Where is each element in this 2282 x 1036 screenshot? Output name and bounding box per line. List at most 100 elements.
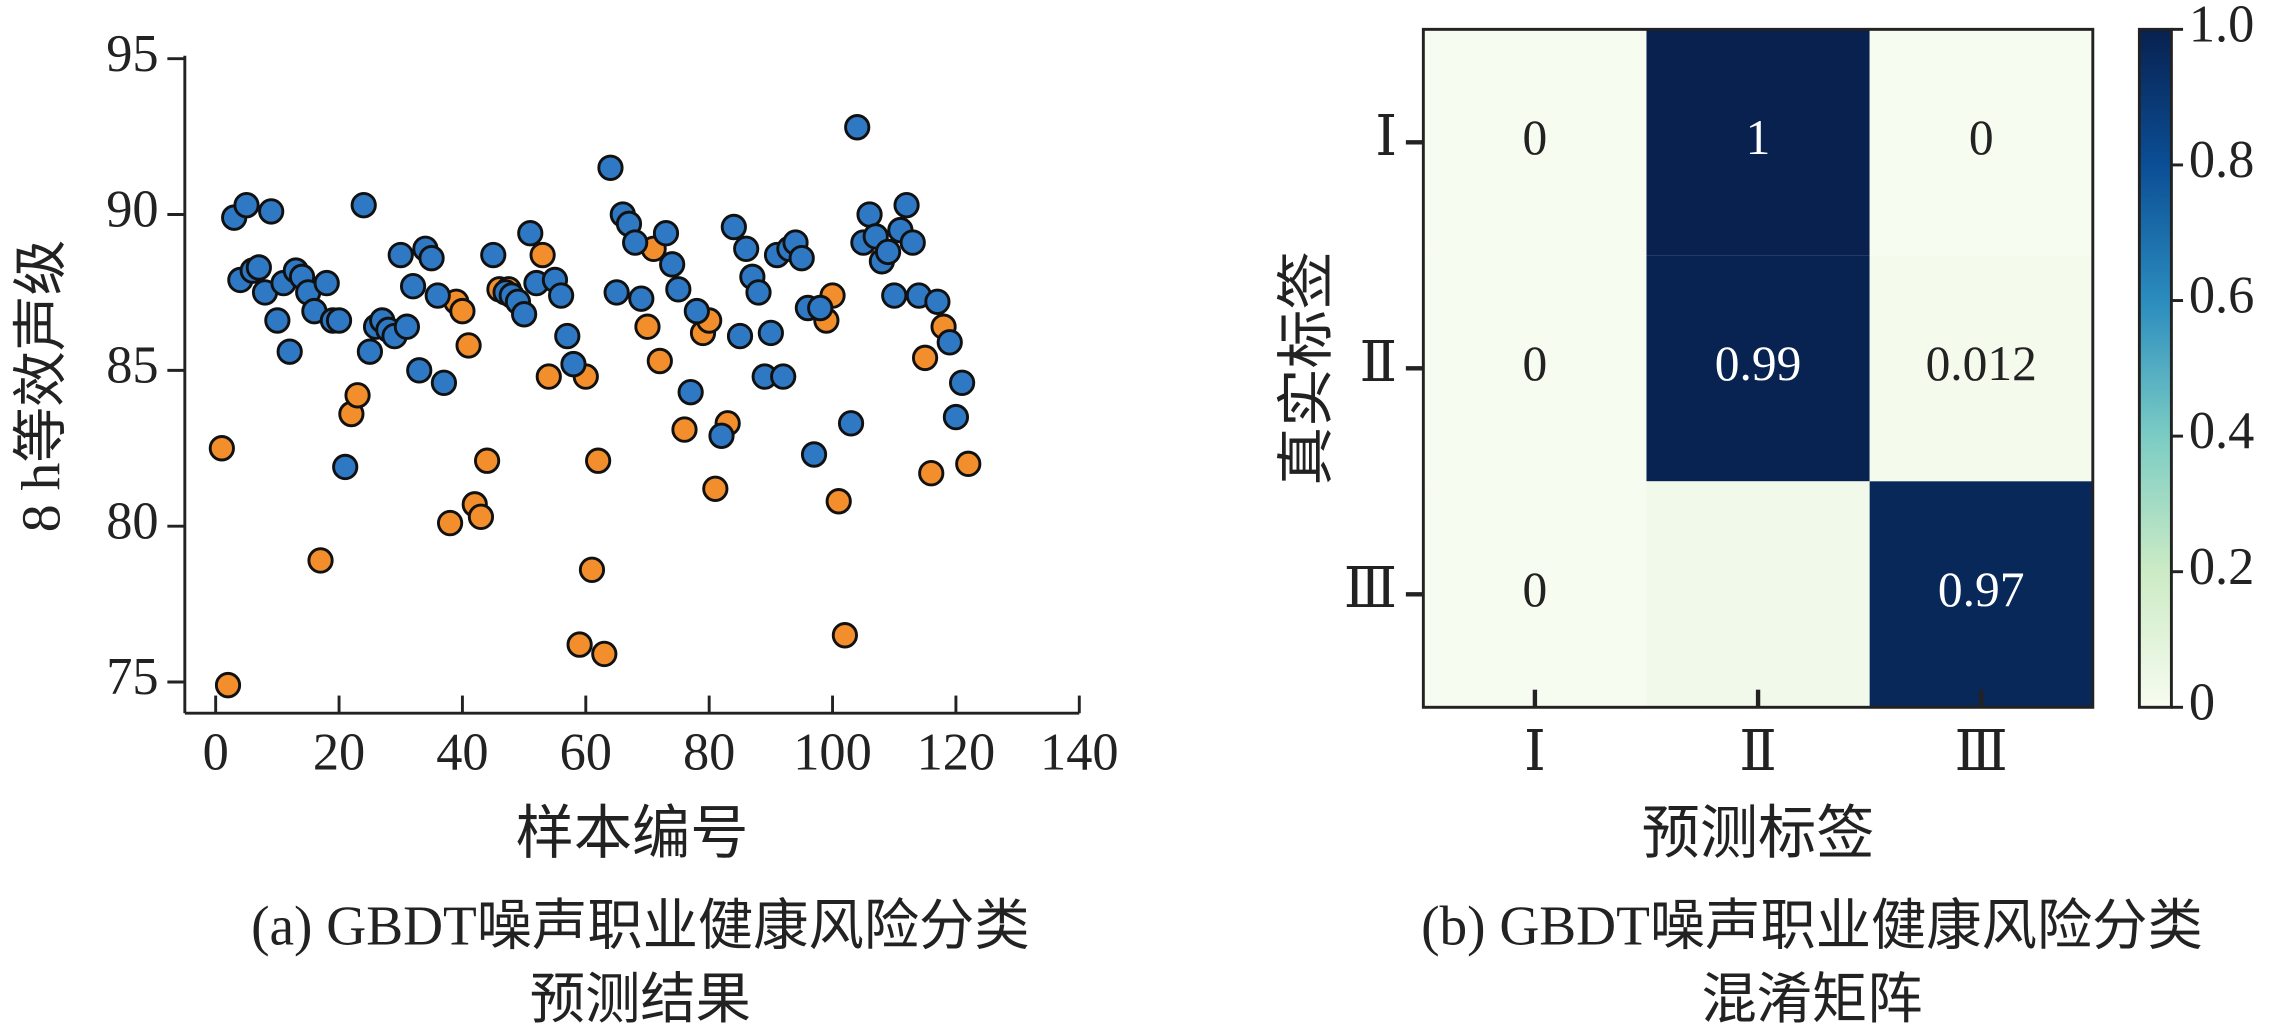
point [585, 447, 612, 474]
point [307, 547, 334, 574]
point [554, 322, 581, 350]
point [893, 191, 920, 219]
point [591, 640, 618, 668]
y-tick-label: Ⅲ [1344, 559, 1397, 620]
x-tick-label: Ⅱ [1739, 722, 1777, 783]
point [350, 191, 377, 219]
cell [1423, 255, 1647, 482]
point [788, 244, 815, 272]
point [245, 254, 272, 281]
point [874, 238, 902, 266]
point [837, 410, 865, 437]
y-tick-label: 80 [106, 492, 158, 550]
point [535, 363, 562, 390]
colorbar-tick-label: 0.6 [2189, 266, 2254, 324]
point [480, 241, 507, 269]
cell-label: 0.012 [1926, 336, 2037, 391]
point [733, 235, 760, 263]
point [622, 229, 649, 256]
cell [1869, 255, 2093, 482]
x-tick-label: 60 [560, 723, 612, 781]
point [844, 114, 871, 141]
point [770, 363, 797, 390]
point [276, 338, 303, 365]
point [387, 241, 414, 269]
point [881, 282, 908, 309]
x-tick-label: 20 [313, 723, 365, 781]
point [603, 279, 630, 306]
point [800, 441, 828, 468]
point [652, 220, 680, 247]
point [424, 282, 451, 309]
point [325, 307, 353, 334]
x-tick-label: 80 [683, 723, 735, 781]
y-tick-label: Ⅱ [1360, 333, 1398, 394]
point [233, 191, 260, 219]
cell-label: 0 [1969, 110, 1994, 165]
point [529, 241, 556, 269]
point [418, 244, 445, 272]
point [467, 503, 495, 531]
point [406, 357, 433, 384]
point [436, 509, 464, 537]
point [473, 447, 501, 474]
point [918, 459, 945, 487]
x-tick-label: Ⅲ [1955, 722, 2008, 783]
y-tick-label: Ⅰ [1375, 107, 1397, 168]
point [430, 369, 458, 397]
point [924, 288, 951, 315]
point [807, 294, 834, 322]
point [313, 269, 340, 297]
point [208, 435, 235, 462]
y-tick-label: 95 [106, 25, 158, 83]
caption: 混淆矩阵 [1701, 970, 1922, 1031]
point [214, 671, 242, 699]
point [628, 285, 655, 312]
cell [1646, 481, 1870, 708]
point [726, 322, 754, 350]
point [831, 622, 858, 649]
point [899, 229, 926, 256]
colorbar-tick-label: 0.2 [2189, 538, 2254, 596]
cell [1869, 29, 2093, 256]
colorbar-tick-label: 0 [2189, 673, 2215, 731]
y-tick-label: 85 [106, 336, 158, 394]
y-axis-label: 8 h等效声级 [11, 240, 72, 533]
point [720, 213, 747, 241]
cell [1423, 481, 1647, 708]
point [566, 631, 593, 658]
point [264, 307, 291, 334]
caption: (a) GBDT噪声职业健康风险分类 [251, 896, 1030, 957]
point [517, 220, 544, 247]
point [683, 297, 710, 325]
caption: 预测结果 [530, 970, 751, 1031]
cell-label: 0 [1523, 336, 1548, 391]
point [597, 154, 624, 181]
caption: (b) GBDT噪声职业健康风险分类 [1421, 896, 2203, 957]
point [745, 279, 772, 306]
point [634, 313, 661, 340]
point [393, 313, 421, 340]
y-tick-label: 75 [106, 648, 158, 706]
cell [1646, 255, 1870, 482]
x-axis-label: 样本编号 [516, 801, 749, 866]
point [955, 450, 982, 478]
y-axis-label: 真实标签 [1274, 251, 1339, 486]
cell-label: 0 [1523, 110, 1548, 165]
point [258, 198, 285, 225]
point [560, 350, 587, 378]
colorbar [2137, 27, 2173, 709]
point [646, 347, 673, 375]
point [708, 422, 735, 450]
point [578, 556, 606, 584]
point [677, 378, 704, 406]
colorbar-tick-label: 1.0 [2189, 0, 2254, 54]
x-tick-label: 100 [793, 723, 872, 781]
point [449, 297, 476, 325]
point [948, 369, 976, 397]
point [825, 488, 852, 515]
cell-label: 1 [1746, 110, 1771, 165]
x-tick-label: Ⅰ [1524, 722, 1546, 783]
x-tick-label: 120 [917, 723, 996, 781]
